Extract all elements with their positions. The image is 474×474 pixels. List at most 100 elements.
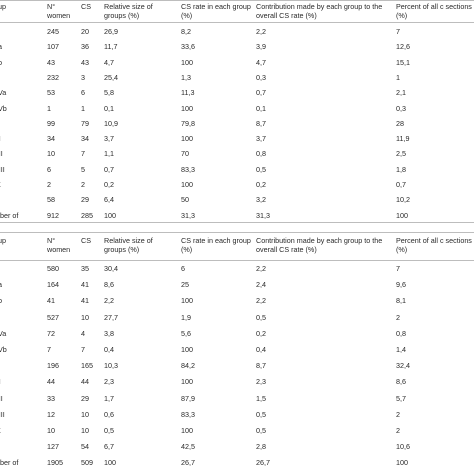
- table1-header-rule: [0, 22, 474, 23]
- cell-percent-cs: 7: [396, 27, 400, 36]
- cell-percent-cs: 100: [396, 458, 408, 468]
- cell-cs: 165: [81, 361, 93, 371]
- cell-relative-size: 27,7: [104, 312, 118, 322]
- table-row: mber of 912 285 100 31,3 31,3 100: [0, 211, 474, 223]
- cell-women: 34: [47, 134, 55, 144]
- cell-contribution: 0,2: [256, 180, 266, 189]
- cell-cs-rate: 1,3: [181, 72, 191, 82]
- cell-relative-size: 4,7: [104, 57, 114, 67]
- cell-cs-rate: 100: [181, 57, 193, 67]
- table-row: VI 44 44 2,3 100 2,3 8,6: [0, 377, 474, 389]
- cell-percent-cs: 32,4: [396, 361, 410, 371]
- cell-relative-size: 0,7: [104, 164, 114, 174]
- table1-header-row: oup N° women CS Relative size of groups …: [0, 2, 474, 22]
- cell-percent-cs: 8,1: [396, 296, 406, 306]
- cell-percent-cs: 12,6: [396, 42, 410, 52]
- cell-group: IIa: [0, 42, 2, 51]
- cell-percent-cs: 9,6: [396, 280, 406, 290]
- cell-percent-cs: 0,7: [396, 180, 406, 189]
- header-relative-size: Relative size of groups (%): [104, 236, 153, 254]
- table-row: IX 10 10 0,5 100 0,5 2: [0, 426, 474, 438]
- cell-percent-cs: 2,5: [396, 149, 406, 159]
- cell-cs-rate: 83,3: [181, 409, 195, 419]
- cell-cs-rate: 100: [181, 180, 193, 189]
- table-row: VII 33 29 1,7 87,9 1,5 5,7: [0, 394, 474, 406]
- cell-women: 6: [47, 164, 51, 174]
- cell-group: VII: [0, 149, 3, 159]
- cell-cs-rate: 50: [181, 195, 189, 205]
- cell-women: 7: [47, 345, 51, 354]
- cell-cs-rate: 100: [181, 134, 193, 144]
- cell-cs: 10: [81, 409, 89, 419]
- cell-cs: 10: [81, 426, 89, 435]
- cell-contribution: 0,1: [256, 103, 266, 113]
- cell-group: IIVa: [0, 88, 7, 98]
- cell-cs-rate: 42,5: [181, 442, 195, 452]
- cell-contribution: 3,9: [256, 42, 266, 52]
- cell-relative-size: 0,5: [104, 426, 114, 435]
- cell-contribution: 0,5: [256, 409, 266, 419]
- cell-women: 58: [47, 195, 55, 205]
- cell-cs-rate: 8,2: [181, 27, 191, 36]
- table-row: mber of 1905 509 100 26,7 26,7 100: [0, 458, 474, 470]
- cell-cs: 44: [81, 377, 89, 387]
- cell-cs-rate: 79,8: [181, 118, 195, 128]
- cell-contribution: 0,3: [256, 72, 266, 82]
- cell-cs: 5: [81, 164, 85, 174]
- cell-relative-size: 10,9: [104, 118, 118, 128]
- cell-relative-size: 3,8: [104, 328, 114, 338]
- table-row: IIVa 72 4 3,8 5,6 0,2 0,8: [0, 329, 474, 341]
- cell-relative-size: 3,7: [104, 134, 114, 144]
- table-row: VIII 12 10 0,6 83,3 0,5 2: [0, 410, 474, 422]
- cell-cs-rate: 26,7: [181, 458, 195, 468]
- table-row: IIb 43 43 4,7 100 4,7 15,1: [0, 58, 474, 70]
- header-percent-cs: Percent of all c sections (%): [396, 2, 472, 20]
- cell-women: 245: [47, 27, 59, 36]
- cell-cs-rate: 87,9: [181, 393, 195, 403]
- table-row: IIVb 1 1 0,1 100 0,1 0,3: [0, 104, 474, 116]
- cell-contribution: 0,4: [256, 345, 266, 354]
- cell-relative-size: 2,3: [104, 377, 114, 387]
- cell-percent-cs: 11,9: [396, 134, 410, 144]
- header-cs-rate: CS rate in each group (%): [181, 2, 251, 20]
- header-group: oup: [0, 236, 6, 245]
- table-row: IIVa 53 6 5,8 11,3 0,7 2,1: [0, 88, 474, 100]
- cell-relative-size: 10,3: [104, 361, 118, 371]
- cell-cs: 20: [81, 27, 89, 36]
- cell-relative-size: 11,7: [104, 42, 118, 52]
- cell-percent-cs: 2,1: [396, 88, 406, 98]
- table-row: IX 2 2 0,2 100 0,2 0,7: [0, 180, 474, 192]
- table-row: III5271027,71,90,52: [0, 313, 474, 325]
- cell-cs: 35: [81, 264, 89, 273]
- table-row: I2452026,98,22,27: [0, 27, 474, 39]
- header-cs-rate: CS rate in each group (%): [181, 236, 251, 254]
- cell-women: 99: [47, 118, 55, 128]
- cell-group: mber of: [0, 458, 19, 468]
- cell-group: VII: [0, 393, 3, 403]
- cell-percent-cs: 2: [396, 312, 400, 322]
- header-women: N° women: [47, 2, 71, 20]
- cell-cs: 29: [81, 195, 89, 205]
- table-row: V997910,979,88,728: [0, 119, 474, 131]
- cell-relative-size: 26,9: [104, 27, 118, 36]
- table-row: VII 10 7 1,1 70 0,8 2,5: [0, 149, 474, 161]
- cell-percent-cs: 1,4: [396, 345, 406, 354]
- cell-percent-cs: 1,8: [396, 164, 406, 174]
- table-row: IIa 164 41 8,6 25 2,4 9,6: [0, 280, 474, 292]
- cell-percent-cs: 5,7: [396, 393, 406, 403]
- cell-percent-cs: 2: [396, 409, 400, 419]
- cell-group: IIb: [0, 296, 2, 305]
- cell-women: 33: [47, 393, 55, 403]
- header-percent-cs: Percent of all c sections (%): [396, 236, 472, 254]
- cell-relative-size: 0,1: [104, 103, 114, 113]
- cell-group: IIa: [0, 280, 2, 289]
- cell-contribution: 3,2: [256, 195, 266, 205]
- cell-cs: 509: [81, 458, 93, 468]
- cell-women: 1905: [47, 458, 63, 468]
- cell-women: 44: [47, 377, 55, 387]
- cell-cs-rate: 100: [181, 103, 193, 113]
- cell-cs: 7: [81, 149, 85, 159]
- cell-cs: 54: [81, 442, 89, 452]
- cell-contribution: 3,7: [256, 134, 266, 144]
